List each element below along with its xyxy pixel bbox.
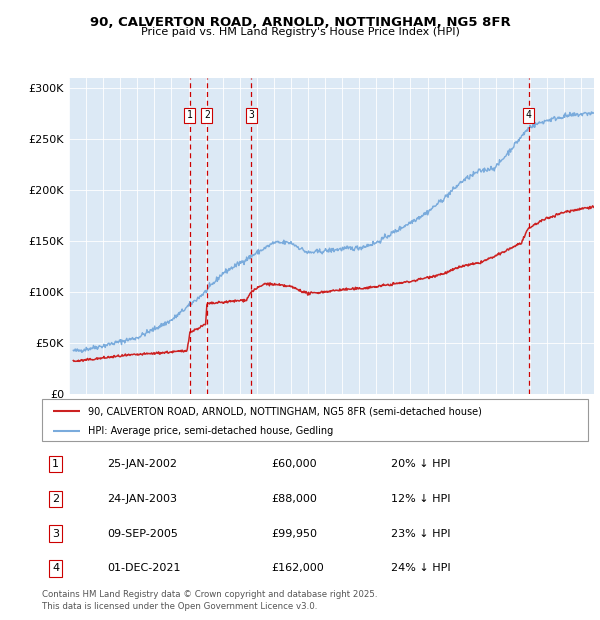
Text: 20% ↓ HPI: 20% ↓ HPI <box>391 459 451 469</box>
Text: 2: 2 <box>52 494 59 503</box>
Text: 3: 3 <box>52 529 59 539</box>
Text: 23% ↓ HPI: 23% ↓ HPI <box>391 529 451 539</box>
Text: 1: 1 <box>187 110 193 120</box>
Text: £60,000: £60,000 <box>271 459 317 469</box>
Text: £162,000: £162,000 <box>271 564 324 574</box>
Text: 90, CALVERTON ROAD, ARNOLD, NOTTINGHAM, NG5 8FR: 90, CALVERTON ROAD, ARNOLD, NOTTINGHAM, … <box>89 16 511 29</box>
Text: Price paid vs. HM Land Registry's House Price Index (HPI): Price paid vs. HM Land Registry's House … <box>140 27 460 37</box>
Text: Contains HM Land Registry data © Crown copyright and database right 2025.
This d: Contains HM Land Registry data © Crown c… <box>42 590 377 611</box>
Text: 09-SEP-2005: 09-SEP-2005 <box>107 529 178 539</box>
Text: 24% ↓ HPI: 24% ↓ HPI <box>391 564 451 574</box>
Text: 1: 1 <box>52 459 59 469</box>
Text: £88,000: £88,000 <box>271 494 317 503</box>
Text: 2: 2 <box>204 110 210 120</box>
Text: £99,950: £99,950 <box>271 529 317 539</box>
FancyBboxPatch shape <box>42 399 588 441</box>
Text: 3: 3 <box>248 110 254 120</box>
Text: 90, CALVERTON ROAD, ARNOLD, NOTTINGHAM, NG5 8FR (semi-detached house): 90, CALVERTON ROAD, ARNOLD, NOTTINGHAM, … <box>88 406 482 416</box>
Text: 4: 4 <box>526 110 532 120</box>
Text: 01-DEC-2021: 01-DEC-2021 <box>107 564 181 574</box>
Text: 24-JAN-2003: 24-JAN-2003 <box>107 494 178 503</box>
Text: 25-JAN-2002: 25-JAN-2002 <box>107 459 178 469</box>
Text: HPI: Average price, semi-detached house, Gedling: HPI: Average price, semi-detached house,… <box>88 426 334 436</box>
Text: 4: 4 <box>52 564 59 574</box>
Text: 12% ↓ HPI: 12% ↓ HPI <box>391 494 451 503</box>
